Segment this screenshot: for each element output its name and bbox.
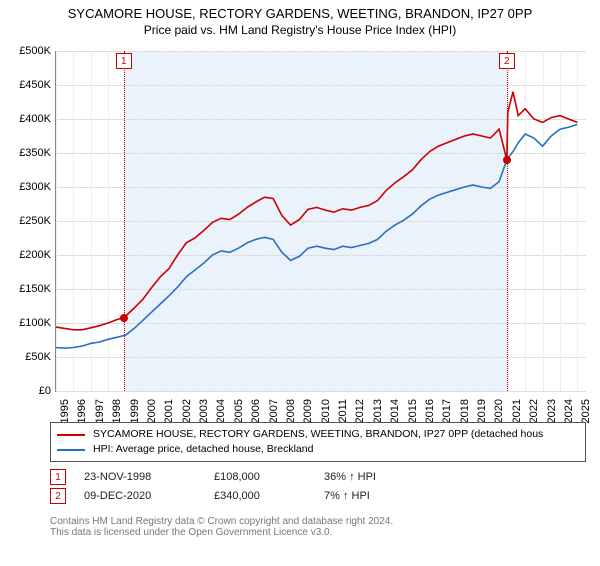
gridline-h bbox=[56, 391, 586, 392]
event-price: £108,000 bbox=[214, 471, 324, 483]
y-axis-label: £400K bbox=[19, 113, 51, 125]
footer-line: This data is licensed under the Open Gov… bbox=[50, 527, 393, 538]
event-delta: 7% ↑ HPI bbox=[324, 490, 444, 502]
y-axis-label: £0 bbox=[39, 385, 51, 397]
x-axis-label: 2023 bbox=[546, 399, 558, 423]
x-axis-label: 1997 bbox=[94, 399, 106, 423]
x-axis-label: 2002 bbox=[181, 399, 193, 423]
y-axis-label: £300K bbox=[19, 181, 51, 193]
x-axis-label: 2025 bbox=[580, 399, 592, 423]
x-axis-label: 2010 bbox=[320, 399, 332, 423]
y-axis-label: £100K bbox=[19, 317, 51, 329]
event-row: 1 23-NOV-1998£108,00036% ↑ HPI bbox=[50, 469, 444, 485]
legend-swatch bbox=[57, 434, 85, 436]
x-axis-label: 2022 bbox=[528, 399, 540, 423]
x-axis-label: 1998 bbox=[111, 399, 123, 423]
x-axis-label: 2008 bbox=[285, 399, 297, 423]
x-axis-label: 1999 bbox=[129, 399, 141, 423]
event-dot bbox=[503, 156, 511, 164]
x-axis-label: 2013 bbox=[372, 399, 384, 423]
x-axis-label: 2003 bbox=[198, 399, 210, 423]
footer-attribution: Contains HM Land Registry data © Crown c… bbox=[50, 516, 393, 538]
y-axis-label: £500K bbox=[19, 45, 51, 57]
x-axis-label: 2006 bbox=[250, 399, 262, 423]
x-axis-label: 2024 bbox=[563, 399, 575, 423]
x-axis-label: 2021 bbox=[511, 399, 523, 423]
x-axis-label: 2007 bbox=[268, 399, 280, 423]
series-hpi bbox=[56, 124, 577, 348]
x-axis-label: 2020 bbox=[493, 399, 505, 423]
x-axis-label: 2011 bbox=[337, 399, 349, 423]
series-prop bbox=[56, 92, 577, 330]
footer-line: Contains HM Land Registry data © Crown c… bbox=[50, 516, 393, 527]
legend-label: SYCAMORE HOUSE, RECTORY GARDENS, WEETING… bbox=[93, 427, 543, 442]
event-num-box: 1 bbox=[50, 469, 66, 485]
y-axis-label: £250K bbox=[19, 215, 51, 227]
x-axis-label: 2005 bbox=[233, 399, 245, 423]
event-delta: 36% ↑ HPI bbox=[324, 471, 444, 483]
x-axis-label: 2012 bbox=[354, 399, 366, 423]
x-axis-label: 2009 bbox=[302, 399, 314, 423]
y-axis-label: £200K bbox=[19, 249, 51, 261]
event-row: 2 09-DEC-2020£340,0007% ↑ HPI bbox=[50, 488, 444, 504]
event-dot bbox=[120, 314, 128, 322]
x-axis-label: 2018 bbox=[459, 399, 471, 423]
legend-label: HPI: Average price, detached house, Brec… bbox=[93, 442, 313, 457]
event-date: 23-NOV-1998 bbox=[84, 471, 214, 483]
x-axis-label: 1996 bbox=[76, 399, 88, 423]
event-marker-box: 2 bbox=[499, 53, 515, 69]
legend: SYCAMORE HOUSE, RECTORY GARDENS, WEETING… bbox=[50, 422, 586, 462]
legend-row: SYCAMORE HOUSE, RECTORY GARDENS, WEETING… bbox=[57, 427, 579, 442]
y-axis-label: £150K bbox=[19, 283, 51, 295]
chart-title: SYCAMORE HOUSE, RECTORY GARDENS, WEETING… bbox=[0, 6, 600, 21]
event-marker-box: 1 bbox=[116, 53, 132, 69]
x-axis-label: 2004 bbox=[215, 399, 227, 423]
events-table: 1 23-NOV-1998£108,00036% ↑ HPI 2 09-DEC-202… bbox=[50, 466, 444, 507]
x-axis-label: 1995 bbox=[59, 399, 71, 423]
legend-row: HPI: Average price, detached house, Brec… bbox=[57, 442, 579, 457]
x-axis-label: 2014 bbox=[389, 399, 401, 423]
x-axis-label: 2017 bbox=[441, 399, 453, 423]
x-axis-label: 2000 bbox=[146, 399, 158, 423]
y-axis-label: £450K bbox=[19, 79, 51, 91]
x-axis-label: 2015 bbox=[407, 399, 419, 423]
y-axis-label: £350K bbox=[19, 147, 51, 159]
chart-subtitle: Price paid vs. HM Land Registry's House … bbox=[0, 23, 600, 37]
legend-swatch bbox=[57, 449, 85, 451]
event-date: 09-DEC-2020 bbox=[84, 490, 214, 502]
event-price: £340,000 bbox=[214, 490, 324, 502]
event-vline bbox=[507, 51, 508, 391]
y-axis-label: £50K bbox=[25, 351, 51, 363]
event-vline bbox=[124, 51, 125, 391]
x-axis-label: 2001 bbox=[163, 399, 175, 423]
event-num-box: 2 bbox=[50, 488, 66, 504]
x-axis-label: 2016 bbox=[424, 399, 436, 423]
x-axis-label: 2019 bbox=[476, 399, 488, 423]
